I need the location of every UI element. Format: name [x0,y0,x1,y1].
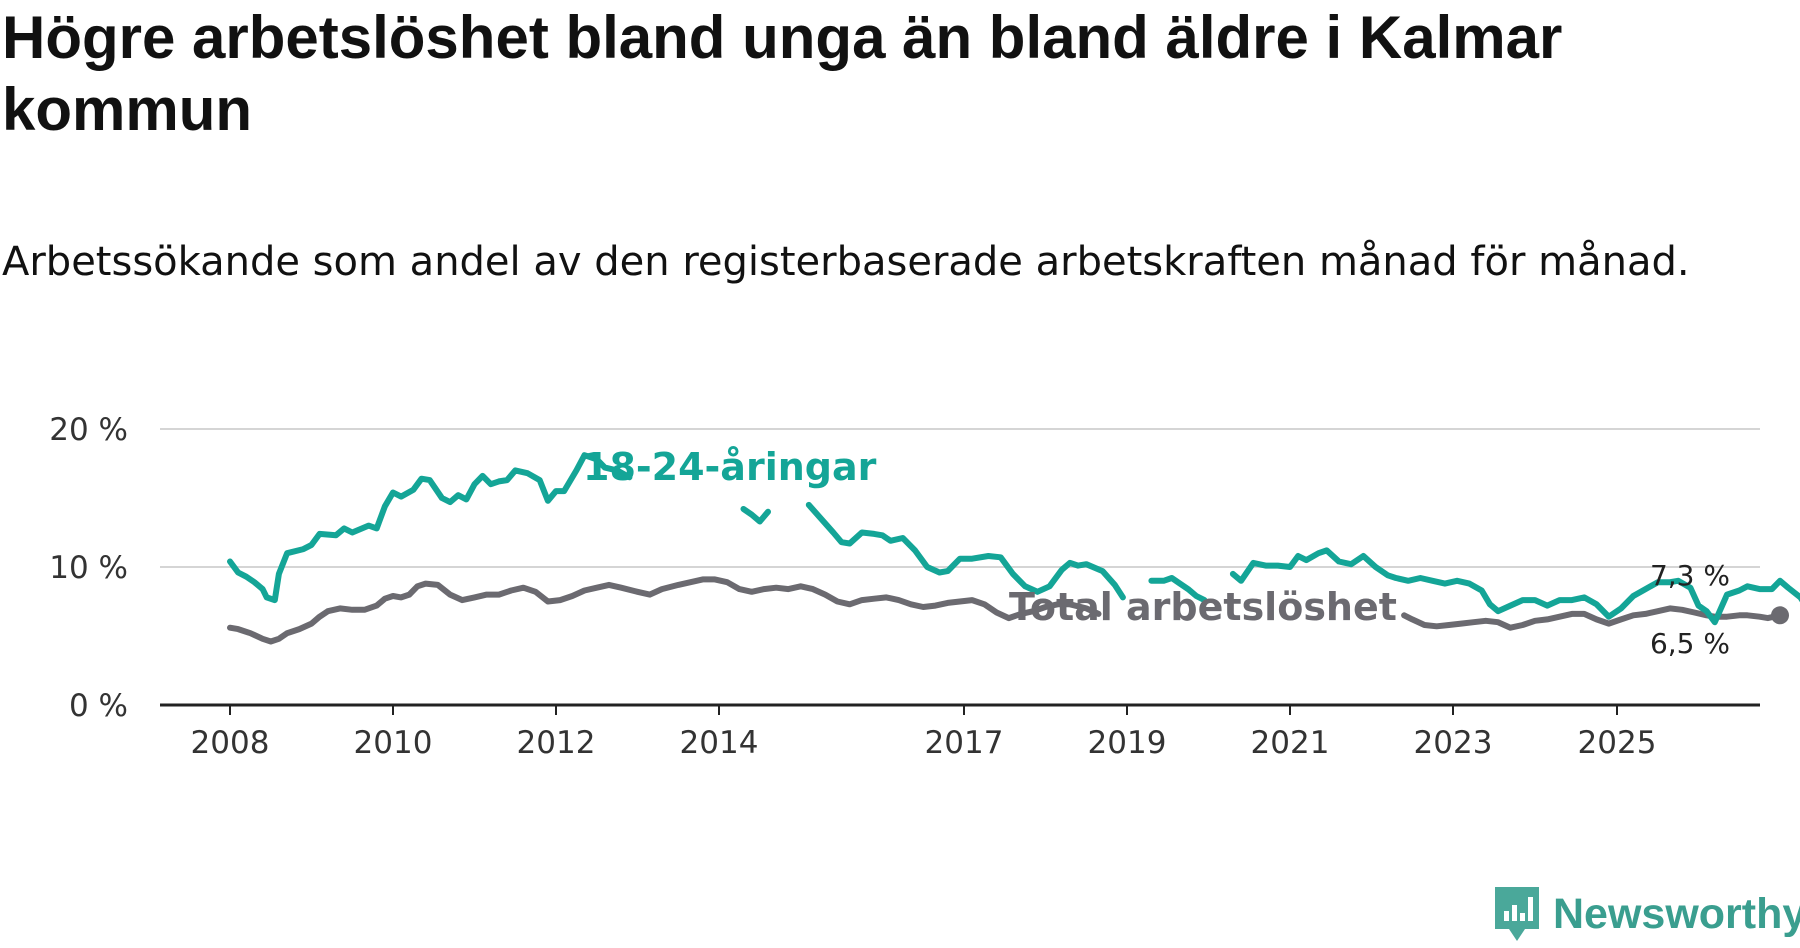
brand-name: Newsworthy [1553,889,1800,938]
chart-title: Högre arbetslöshet bland unga än bland ä… [2,4,1563,143]
x-tick-label: 2023 [1414,725,1493,761]
total-unemployment-line [227,576,1102,645]
chart-subtitle: Arbetssökande som andel av den registerb… [2,239,1690,285]
grid-lines [160,428,1760,707]
x-tick-label: 2008 [191,725,270,761]
x-tick-label: 2012 [517,725,596,761]
y-tick-label: 0 % [69,688,128,724]
x-tick-label: 2014 [680,725,759,761]
y-tick-label: 10 % [49,550,128,586]
x-tick-label: 2021 [1251,725,1330,761]
youth-unemployment-line [805,501,1126,601]
youth-unemployment-line [740,506,771,525]
y-tick-label: 20 % [49,412,128,448]
newsworthy-chart-logo-icon [1495,887,1539,941]
brand-footer: Newsworthy [1493,885,1800,943]
series-label-total: Total arbetslöshet [1009,585,1397,629]
line-chart: 0 % 10 % 20 % 2008 2010 2012 2014 2017 2019 2021… [49,412,1800,761]
series-lines [227,452,1800,645]
x-axis-ticks: 2008 2010 2012 2014 2017 2019 2021 2023 2025 [191,705,1657,761]
youth-unemployment-line [1148,575,1208,604]
youth-unemployment-line [227,452,633,604]
total-unemployment-end-point [1771,606,1789,625]
x-tick-label: 2019 [1088,725,1167,761]
end-label-total: 6,5 % [1650,627,1730,660]
x-tick-label: 2010 [354,725,433,761]
x-tick-label: 2025 [1578,725,1657,761]
x-tick-label: 2017 [925,725,1004,761]
series-label-youth: 18-24-åringar [583,445,877,489]
youth-unemployment-line [1229,547,1800,626]
y-axis-ticks: 0 % 10 % 20 % [49,412,128,724]
series-labels: 18-24-åringar Total arbetslöshet 7,3 % 6,5 … [583,445,1730,660]
end-label-youth: 7,3 % [1650,559,1730,592]
total-unemployment-line [1401,605,1783,631]
